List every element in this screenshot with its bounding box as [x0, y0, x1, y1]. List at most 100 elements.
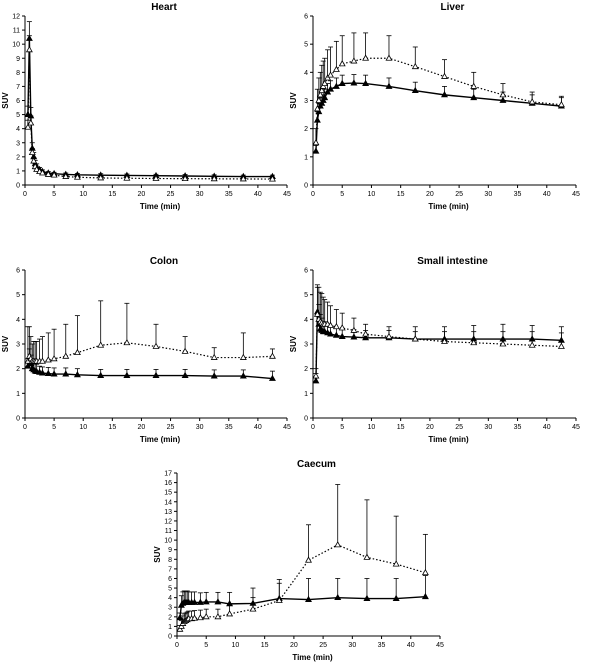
- open-triangle-marker: [350, 57, 358, 64]
- x-tick-label: 10: [368, 424, 376, 431]
- filled-triangle-marker: [123, 371, 131, 378]
- y-tick-label: 4: [304, 317, 308, 324]
- open-triangle-marker: [315, 96, 323, 103]
- x-tick-label: 5: [52, 191, 56, 198]
- open-triangle-marker: [411, 335, 419, 342]
- y-tick-label: 5: [16, 112, 20, 119]
- open-triangle-marker: [441, 72, 448, 79]
- x-tick-label: 0: [175, 642, 179, 649]
- chart-title: Colon: [150, 256, 178, 267]
- filled-triangle-marker: [239, 372, 247, 379]
- y-tick-label: 0: [168, 634, 172, 641]
- series-line: [315, 57, 562, 143]
- open-triangle-marker: [268, 175, 276, 182]
- x-tick-label: 30: [484, 191, 492, 198]
- open-triangle-marker: [362, 330, 370, 337]
- filled-triangle-marker: [421, 592, 429, 600]
- open-triangle-marker: [73, 173, 81, 180]
- y-tick-label: 0: [304, 416, 308, 423]
- filled-triangle-marker: [50, 370, 58, 377]
- open-triangle-marker: [27, 119, 35, 126]
- filled-triangle-marker: [44, 369, 52, 376]
- y-tick-label: 2: [168, 614, 172, 621]
- series-filled-triangle: [312, 74, 565, 154]
- x-tick-label: 35: [225, 191, 233, 198]
- filled-triangle-marker: [385, 82, 393, 89]
- x-axis-label: Time (min): [428, 435, 469, 444]
- open-triangle-marker: [557, 100, 565, 108]
- x-tick-label: 10: [368, 191, 376, 198]
- y-tick-label: 4: [168, 595, 172, 602]
- x-tick-label: 40: [407, 642, 415, 649]
- y-tick-label: 0: [16, 183, 20, 190]
- open-triangle-marker: [321, 79, 329, 86]
- x-tick-label: 20: [426, 424, 434, 431]
- y-tick-label: 1: [16, 391, 20, 398]
- open-triangle-marker: [441, 337, 448, 344]
- series-line: [315, 82, 562, 152]
- open-triangle-marker: [28, 148, 36, 156]
- open-triangle-marker: [24, 123, 32, 130]
- y-tick-label: 2: [16, 154, 20, 161]
- y-tick-label: 1: [304, 154, 308, 161]
- y-tick-label: 6: [16, 98, 20, 105]
- open-triangle-marker: [421, 568, 429, 576]
- open-triangle-marker: [385, 54, 393, 61]
- open-triangle-marker: [33, 165, 41, 172]
- x-tick-label: 30: [484, 424, 492, 431]
- y-tick-label: 1: [304, 391, 308, 398]
- open-triangle-marker: [470, 338, 478, 346]
- y-tick-label: 9: [16, 56, 20, 63]
- y-tick-label: 7: [16, 84, 20, 91]
- open-triangle-marker: [123, 338, 131, 346]
- open-triangle-marker: [332, 65, 340, 72]
- filled-triangle-marker: [327, 330, 335, 337]
- filled-triangle-marker: [338, 79, 346, 86]
- y-tick-label: 11: [13, 28, 20, 35]
- y-tick-label: 6: [304, 14, 308, 21]
- y-tick-label: 14: [164, 499, 172, 506]
- y-tick-label: 3: [304, 98, 308, 105]
- filled-triangle-marker: [392, 594, 400, 602]
- x-tick-label: 45: [436, 642, 444, 649]
- open-triangle-marker: [62, 172, 70, 179]
- x-tick-label: 45: [572, 191, 580, 198]
- open-triangle-marker: [332, 322, 340, 330]
- open-triangle-marker: [191, 614, 199, 621]
- chart-title: Caecum: [297, 459, 336, 470]
- y-tick-label: 16: [164, 480, 172, 487]
- x-tick-label: 45: [283, 424, 291, 431]
- x-tick-label: 0: [311, 191, 315, 198]
- filled-triangle-marker: [191, 598, 199, 605]
- y-tick-label: 4: [16, 317, 20, 324]
- x-tick-label: 5: [340, 424, 344, 431]
- x-tick-label: 35: [514, 191, 522, 198]
- x-tick-label: 15: [261, 642, 269, 649]
- x-tick-label: 35: [378, 642, 386, 649]
- y-tick-label: 3: [16, 140, 20, 147]
- y-tick-label: 15: [164, 490, 172, 497]
- filled-triangle-marker: [214, 598, 222, 605]
- x-tick-label: 25: [319, 642, 327, 649]
- x-tick-label: 0: [23, 424, 27, 431]
- y-tick-label: 2: [304, 366, 308, 373]
- filled-triangle-marker: [332, 82, 340, 89]
- y-axis-label: SUV: [289, 92, 298, 109]
- open-triangle-marker: [350, 326, 358, 333]
- x-tick-label: 40: [254, 191, 262, 198]
- series-line: [179, 595, 426, 618]
- x-tick-label: 20: [138, 424, 146, 431]
- x-axis-label: Time (min): [428, 202, 469, 211]
- chart-title: Small intestine: [417, 256, 488, 267]
- filled-triangle-marker: [338, 332, 346, 339]
- filled-triangle-marker: [62, 370, 70, 377]
- open-triangle-marker: [210, 174, 218, 182]
- open-triangle-marker: [338, 60, 346, 67]
- y-tick-label: 3: [16, 342, 20, 349]
- open-triangle-marker: [470, 82, 478, 89]
- x-tick-label: 10: [79, 424, 87, 431]
- open-triangle-marker: [239, 175, 247, 182]
- filled-triangle-marker: [312, 377, 320, 384]
